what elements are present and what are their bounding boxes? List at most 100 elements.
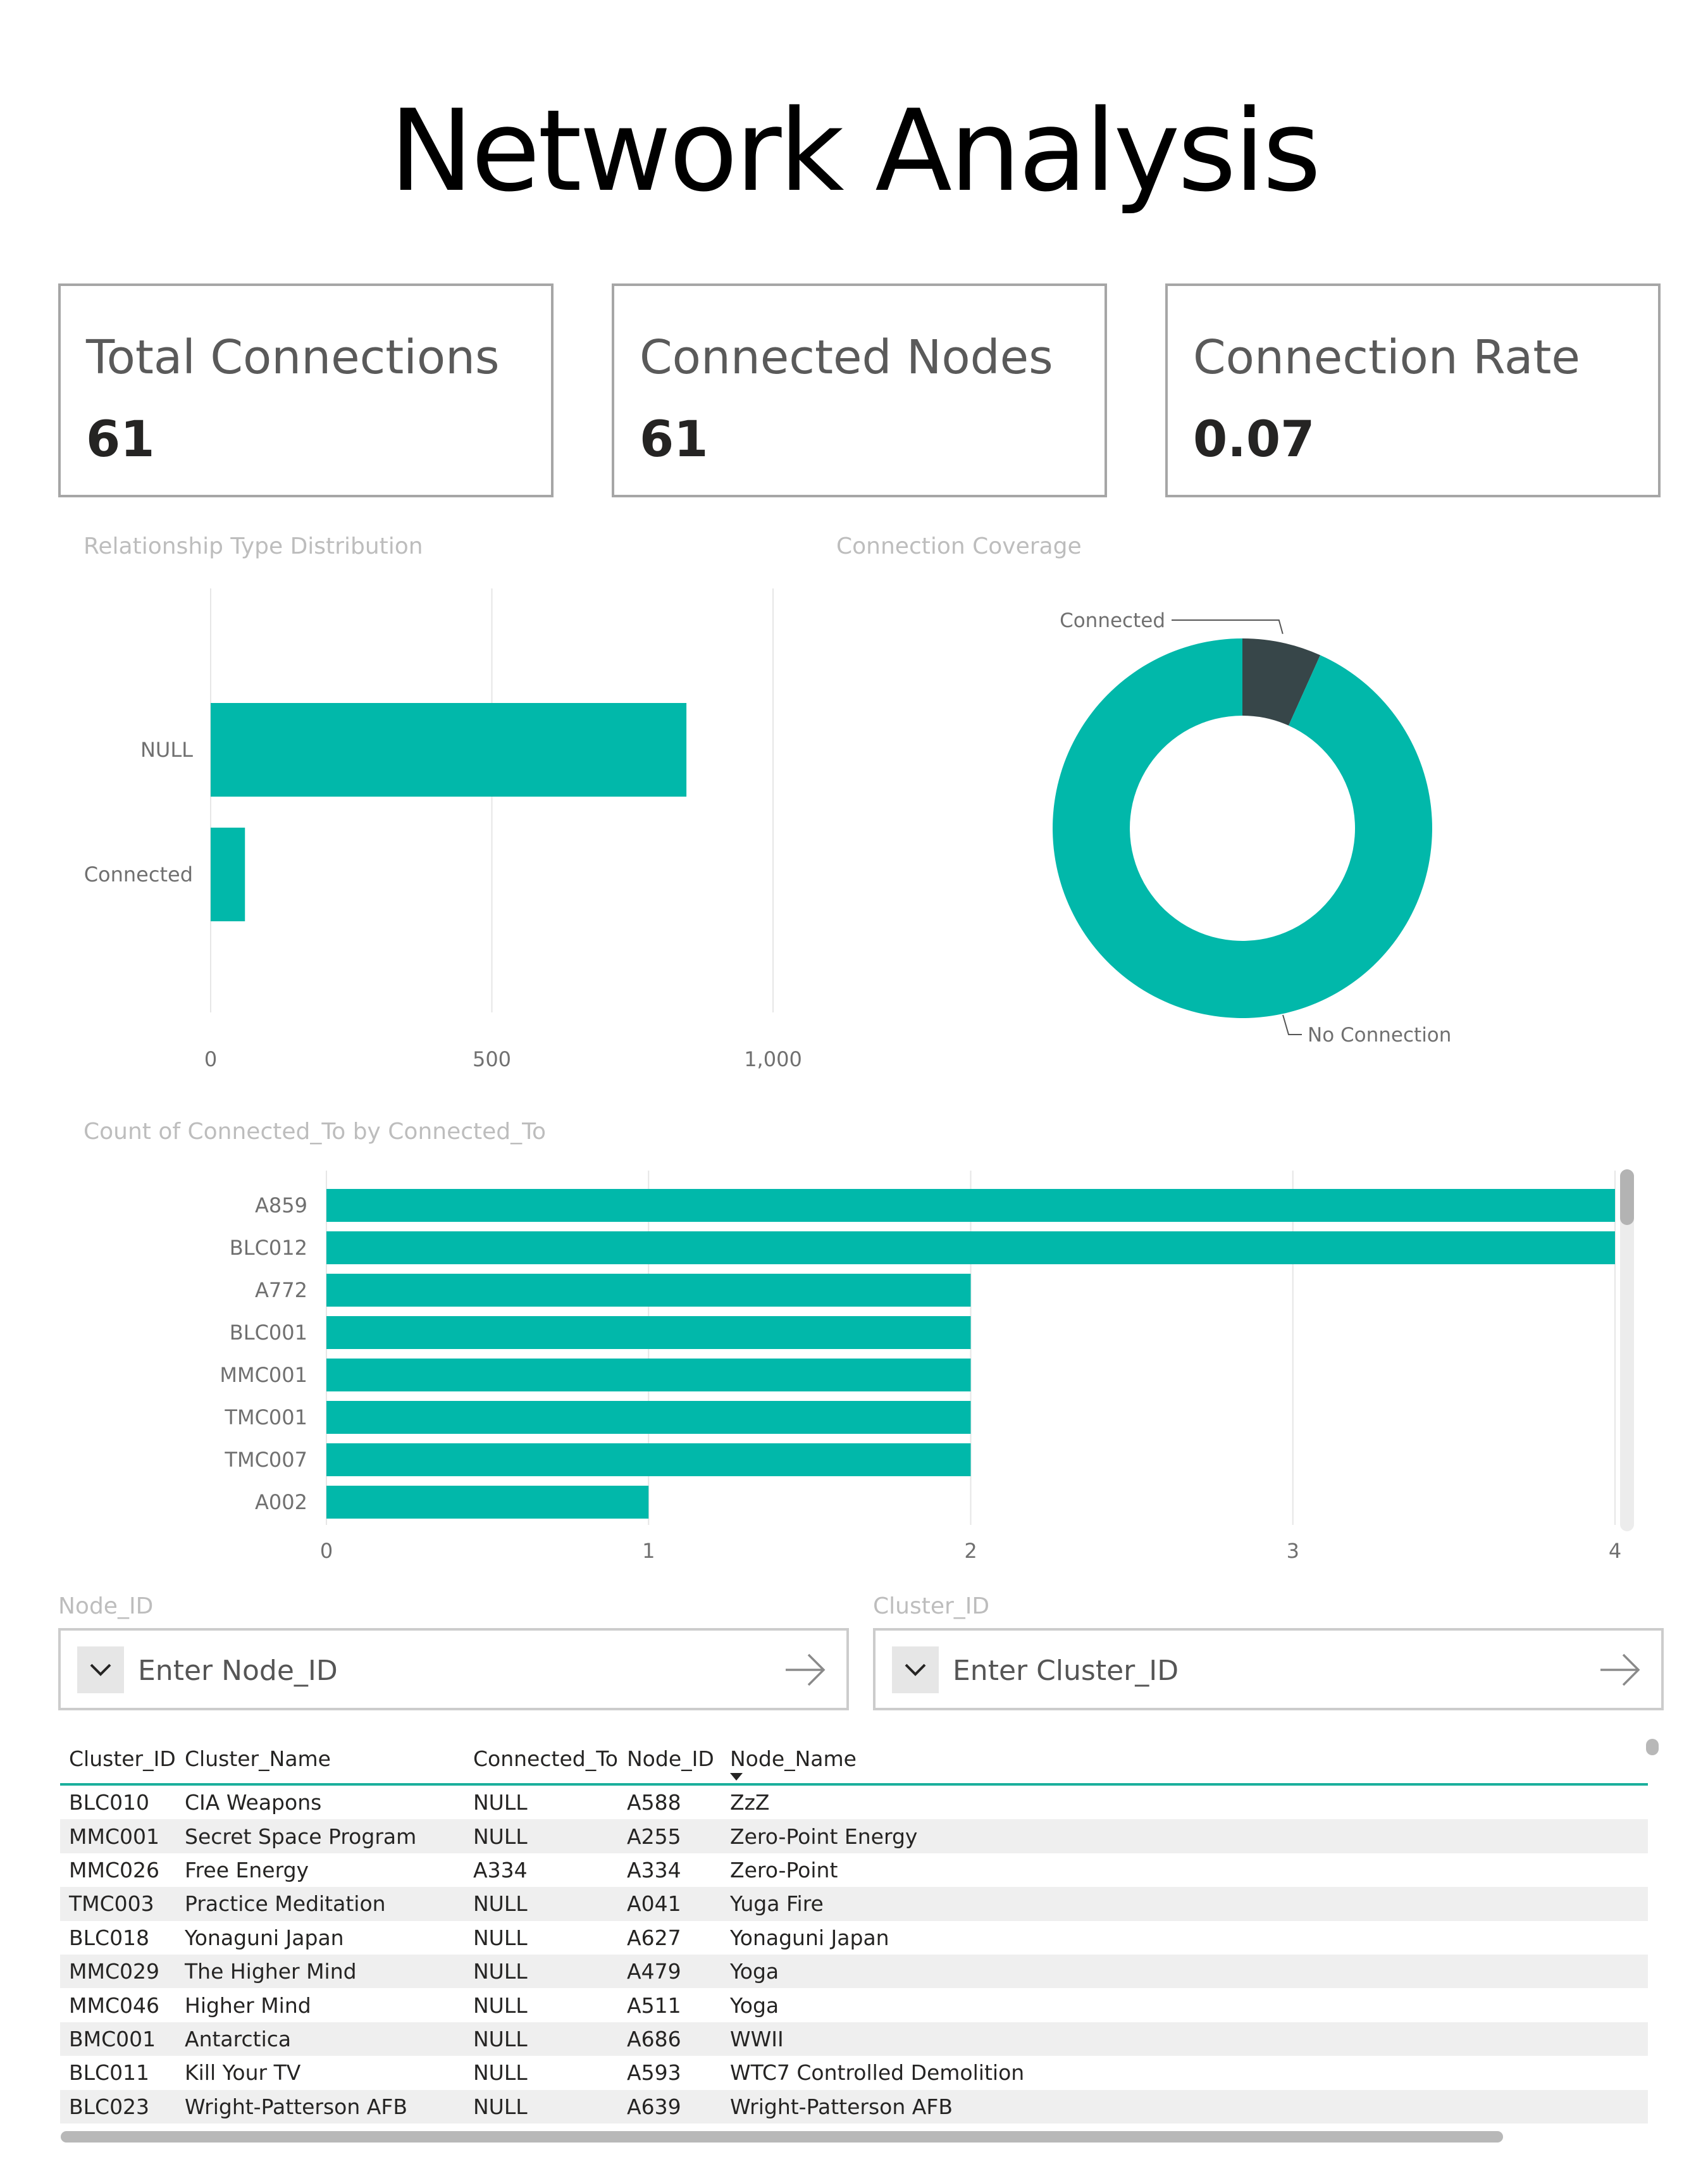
x-tick-label: 500 bbox=[473, 1047, 511, 1071]
table-cell: NULL bbox=[464, 1954, 618, 1989]
table-cell: Antarctica bbox=[176, 2022, 464, 2056]
table-cell: NULL bbox=[464, 2022, 618, 2056]
table-header-row: Cluster_ID Cluster_Name Connected_To Nod… bbox=[60, 1734, 1648, 1786]
table-cell: A686 bbox=[618, 2022, 721, 2056]
x-tick-label: 3 bbox=[1287, 1539, 1299, 1563]
kpi-label: Total Connections bbox=[86, 330, 500, 385]
column-header-cluster-name[interactable]: Cluster_Name bbox=[176, 1734, 464, 1786]
sort-descending-icon[interactable] bbox=[730, 1773, 743, 1781]
slice-label: Connected bbox=[1060, 609, 1165, 632]
table-cell: Zero-Point bbox=[730, 1857, 838, 1882]
table-row[interactable]: MMC046 Higher Mind NULL A511 Yoga bbox=[60, 1988, 1648, 2022]
bar bbox=[211, 828, 245, 921]
category-label: BLC012 bbox=[230, 1236, 307, 1260]
table-row[interactable]: BLC010 CIA Weapons NULL A588 ZzZ bbox=[60, 1784, 1648, 1819]
table-cell: NULL bbox=[473, 1993, 528, 2018]
kpi-card-total-connections[interactable]: Total Connections 61 bbox=[58, 283, 554, 497]
table-cell: BLC010 bbox=[69, 1790, 150, 1815]
table-row[interactable]: BMC001 Antarctica NULL A686 WWII bbox=[60, 2022, 1648, 2056]
bar bbox=[326, 1316, 971, 1349]
table-cell: Yoga bbox=[721, 1954, 1648, 1989]
table-cell: MMC001 bbox=[60, 1819, 176, 1853]
relationship-type-chart[interactable]: 0 500 1,000 NULL Connected bbox=[0, 569, 835, 1088]
arrow-right-icon[interactable] bbox=[1598, 1651, 1642, 1692]
table-cell: NULL bbox=[473, 1925, 528, 1950]
category-label: A002 bbox=[255, 1490, 307, 1514]
cluster-id-slicer[interactable] bbox=[873, 1628, 1664, 1710]
table-row[interactable]: TMC003 Practice Meditation NULL A041 Yuga Fi… bbox=[60, 1887, 1648, 1921]
table-cell: A511 bbox=[627, 1993, 681, 2018]
page-title: Network Analysis bbox=[389, 85, 1321, 216]
table-vertical-scrollbar-thumb[interactable] bbox=[1646, 1739, 1659, 1755]
table-cell: A479 bbox=[618, 1954, 721, 1989]
x-tick-label: 4 bbox=[1609, 1539, 1621, 1563]
arrow-right-icon[interactable] bbox=[783, 1651, 827, 1692]
table-row[interactable]: BLC018 Yonaguni Japan NULL A627 Yonaguni Jap… bbox=[60, 1921, 1648, 1955]
category-label: Connected bbox=[84, 862, 193, 886]
connected-to-chart-title: Count of Connected_To by Connected_To bbox=[84, 1119, 547, 1145]
table-cell: Practice Meditation bbox=[176, 1887, 464, 1921]
kpi-card-connection-rate[interactable]: Connection Rate 0.07 bbox=[1165, 283, 1661, 497]
bar bbox=[326, 1231, 1615, 1264]
table-row[interactable]: BLC023 Wright-Patterson AFB NULL A639 Wright… bbox=[60, 2089, 1648, 2124]
chart-scrollbar-thumb[interactable] bbox=[1620, 1169, 1634, 1225]
table-row[interactable]: MMC001 Secret Space Program NULL A255 Zero-P… bbox=[60, 1819, 1648, 1853]
table-cell: BLC011 bbox=[69, 2060, 150, 2086]
category-label: BLC001 bbox=[230, 1321, 307, 1345]
node-id-slicer[interactable] bbox=[58, 1628, 849, 1710]
leader-line bbox=[1282, 1014, 1302, 1035]
bar bbox=[326, 1401, 971, 1434]
connected-to-count-chart[interactable]: 0 1 2 3 4 A859 BLC012 A772 BLC001 MMC001 TMC001 TMC… bbox=[0, 1158, 1670, 1576]
bar bbox=[326, 1443, 971, 1476]
table-cell: NULL bbox=[473, 2060, 528, 2086]
table-cell: Wright-Patterson AFB bbox=[721, 2089, 1648, 2124]
column-header-cluster-id[interactable]: Cluster_ID bbox=[60, 1734, 176, 1786]
kpi-value: 61 bbox=[640, 411, 709, 468]
table-cell: NULL bbox=[464, 1819, 618, 1853]
bar bbox=[326, 1486, 649, 1519]
table-cell: Yoga bbox=[730, 1993, 779, 2018]
column-header-connected-to[interactable]: Connected_To bbox=[464, 1734, 618, 1786]
table-cell: NULL bbox=[473, 1790, 528, 1815]
chevron-down-icon[interactable] bbox=[892, 1646, 939, 1693]
kpi-value: 61 bbox=[86, 411, 155, 468]
column-header-node-name[interactable]: Node_Name bbox=[721, 1734, 1648, 1786]
table-cell: Zero-Point Energy bbox=[721, 1819, 1648, 1853]
connection-coverage-chart[interactable]: Connected No Connection bbox=[1012, 582, 1518, 1063]
cluster-id-slicer-label: Cluster_ID bbox=[873, 1593, 990, 1619]
cluster-id-input[interactable] bbox=[951, 1643, 1523, 1698]
table-cell: Yonaguni Japan bbox=[730, 1925, 889, 1950]
table-cell: BLC023 bbox=[60, 2089, 176, 2124]
table-cell: WTC7 Controlled Demolition bbox=[730, 2060, 1025, 2086]
donut-slice bbox=[1242, 638, 1321, 726]
x-tick-label: 1,000 bbox=[744, 1047, 802, 1071]
table-cell: MMC026 bbox=[69, 1857, 159, 1882]
table-cell: A593 bbox=[627, 2060, 681, 2086]
table-horizontal-scrollbar-thumb[interactable] bbox=[61, 2131, 1503, 2143]
chevron-down-icon[interactable] bbox=[77, 1646, 124, 1693]
table-cell: The Higher Mind bbox=[176, 1954, 464, 1989]
table-cell: Free Energy bbox=[185, 1857, 309, 1882]
table-row[interactable]: MMC029 The Higher Mind NULL A479 Yoga bbox=[60, 1954, 1648, 1989]
donut-slice bbox=[1053, 638, 1432, 1018]
data-table[interactable]: Cluster_ID Cluster_Name Connected_To Nod… bbox=[60, 1734, 1648, 2124]
table-cell: A639 bbox=[618, 2089, 721, 2124]
node-id-input[interactable] bbox=[137, 1643, 709, 1698]
table-cell: Kill Your TV bbox=[185, 2060, 301, 2086]
column-header-node-id[interactable]: Node_ID bbox=[618, 1734, 721, 1786]
table-row[interactable]: BLC011 Kill Your TV NULL A593 WTC7 Controlle… bbox=[60, 2056, 1648, 2089]
table-cell: A255 bbox=[618, 1819, 721, 1853]
table-cell: Higher Mind bbox=[185, 1993, 311, 2018]
slice-label: No Connection bbox=[1308, 1024, 1451, 1047]
table-row[interactable]: MMC026 Free Energy A334 A334 Zero-Point bbox=[60, 1853, 1648, 1887]
kpi-card-connected-nodes[interactable]: Connected Nodes 61 bbox=[612, 283, 1107, 497]
table-cell: ZzZ bbox=[730, 1790, 770, 1815]
x-tick-label: 1 bbox=[642, 1539, 655, 1563]
bar bbox=[211, 703, 687, 797]
table-cell: Yuga Fire bbox=[721, 1887, 1648, 1921]
table-cell: A334 bbox=[473, 1857, 528, 1882]
table-cell: Secret Space Program bbox=[176, 1819, 464, 1853]
category-label: A772 bbox=[255, 1278, 307, 1302]
chart-scrollbar-track[interactable] bbox=[1620, 1169, 1634, 1531]
table-cell: NULL bbox=[464, 1887, 618, 1921]
